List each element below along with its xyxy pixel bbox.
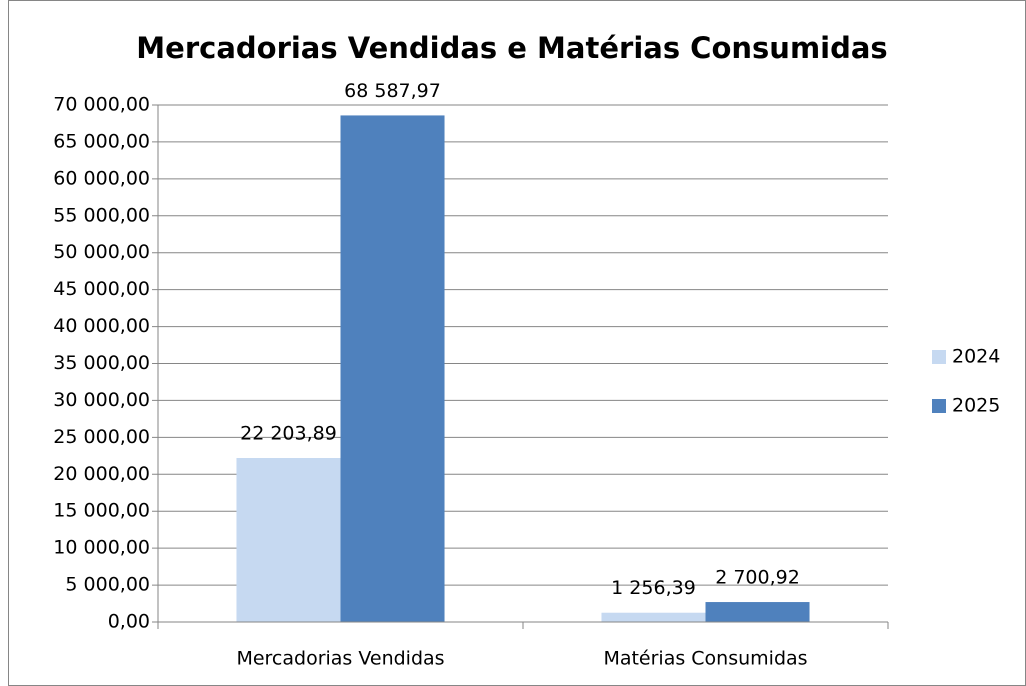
- y-tick-label: 45 000,00: [53, 278, 150, 300]
- y-tick-label: 0,00: [108, 611, 150, 633]
- chart-title: Mercadorias Vendidas e Matérias Consumid…: [136, 31, 887, 65]
- legend-label: 2025: [952, 395, 1000, 417]
- x-tick-label: Matérias Consumidas: [603, 648, 807, 670]
- y-tick-label: 30 000,00: [53, 389, 150, 411]
- legend-swatch: [932, 399, 946, 413]
- y-tick-label: 35 000,00: [53, 352, 150, 374]
- y-tick-label: 50 000,00: [53, 241, 150, 263]
- bar: [601, 612, 706, 622]
- data-label: 22 203,89: [240, 423, 337, 445]
- y-tick-label: 55 000,00: [53, 204, 150, 226]
- legend-label: 2024: [952, 346, 1000, 368]
- y-tick-label: 10 000,00: [53, 537, 150, 559]
- bar: [340, 115, 445, 623]
- chart-border: [8, 0, 1026, 686]
- y-tick-label: 20 000,00: [53, 463, 150, 485]
- y-tick-label: 15 000,00: [53, 500, 150, 522]
- y-tick-label: 65 000,00: [53, 130, 150, 152]
- y-tick-label: 5 000,00: [65, 574, 150, 596]
- data-label: 68 587,97: [344, 80, 441, 102]
- legend-swatch: [932, 350, 946, 364]
- data-label: 2 700,92: [715, 567, 800, 589]
- data-label: 1 256,39: [611, 577, 696, 599]
- y-tick-label: 25 000,00: [53, 426, 150, 448]
- bar: [705, 602, 810, 622]
- bar: [236, 458, 341, 622]
- x-tick-label: Mercadorias Vendidas: [236, 648, 444, 670]
- y-tick-label: 60 000,00: [53, 167, 150, 189]
- y-tick-label: 70 000,00: [53, 94, 150, 116]
- y-tick-label: 40 000,00: [53, 315, 150, 337]
